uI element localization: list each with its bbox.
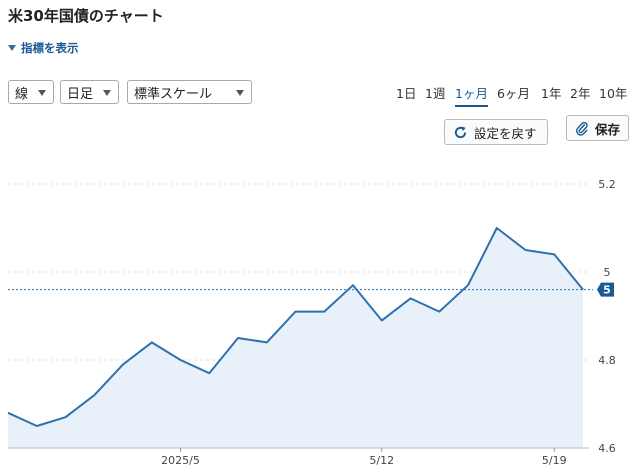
show-indicators-toggle[interactable]: 指標を表示 — [8, 40, 79, 56]
y-tick-label: 5.2 — [598, 178, 616, 191]
period-tab-1m[interactable]: 1ヶ月 — [455, 83, 488, 107]
area-fill — [8, 228, 583, 448]
scale-value: 標準スケール — [134, 86, 213, 102]
scale-dropdown[interactable]: 標準スケール — [127, 80, 252, 104]
triangle-down-icon — [8, 45, 16, 51]
period-tab-10y[interactable]: 10年 — [599, 86, 628, 101]
x-tick-label: 5/19 — [542, 454, 567, 467]
last-value-label: 5 — [603, 284, 611, 297]
period-tab-1w[interactable]: 1週 — [425, 86, 446, 101]
refresh-icon — [453, 125, 468, 140]
chevron-down-icon — [38, 90, 46, 96]
reset-settings-button[interactable]: 設定を戻す — [444, 119, 548, 145]
paperclip-icon — [575, 121, 589, 136]
page-title: 米30年国債のチャート — [8, 7, 164, 25]
chart-type-dropdown[interactable]: 線 — [8, 80, 54, 104]
last-value-marker: 5 — [597, 282, 614, 297]
period-tab-1d[interactable]: 1日 — [396, 86, 417, 101]
show-indicators-label: 指標を表示 — [21, 41, 79, 55]
period-tab-6m[interactable]: 6ヶ月 — [497, 86, 530, 101]
y-tick-label: 4.6 — [598, 442, 616, 455]
interval-dropdown[interactable]: 日足 — [60, 80, 119, 104]
save-button[interactable]: 保存 — [566, 115, 629, 141]
y-tick-label: 4.8 — [598, 354, 616, 367]
x-tick-label: 5/12 — [369, 454, 394, 467]
interval-value: 日足 — [67, 86, 94, 102]
save-label: 保存 — [595, 121, 621, 137]
y-tick-label: 5 — [604, 266, 611, 279]
chevron-down-icon — [103, 90, 111, 96]
reset-settings-label: 設定を戻す — [474, 125, 537, 141]
period-tab-1y[interactable]: 1年 — [541, 86, 562, 101]
x-tick-label: 2025/5 — [161, 454, 200, 467]
price-line — [7, 227, 584, 427]
chart-type-value: 線 — [15, 86, 29, 102]
period-tab-2y[interactable]: 2年 — [570, 86, 591, 101]
chevron-down-icon — [236, 90, 244, 96]
